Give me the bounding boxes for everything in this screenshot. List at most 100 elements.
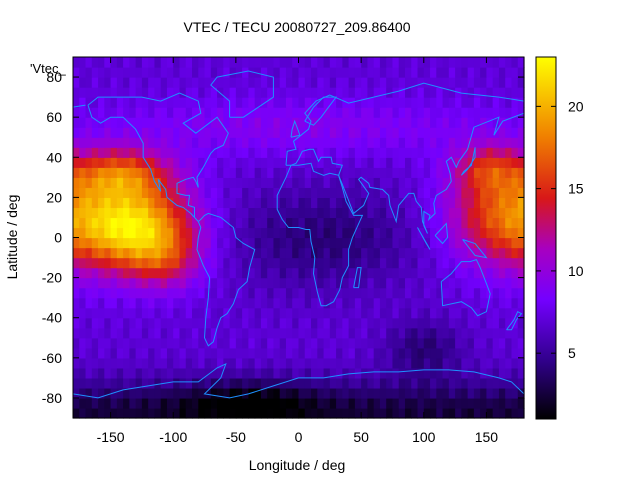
heatmap-cell [116, 227, 124, 239]
heatmap-cell [116, 107, 124, 118]
heatmap-cell [223, 147, 231, 158]
heatmap-cell [104, 187, 112, 198]
heatmap-cell [242, 207, 249, 219]
heatmap-cell [179, 407, 187, 419]
heatmap-cell [417, 327, 425, 339]
heatmap-cell [279, 387, 287, 399]
heatmap-cell [104, 277, 112, 289]
heatmap-cell [404, 267, 412, 279]
heatmap-cell [323, 237, 331, 249]
heatmap-cell [129, 77, 137, 88]
heatmap-cell [367, 267, 375, 279]
heatmap-cell [298, 277, 306, 289]
heatmap-cell [505, 347, 513, 359]
heatmap-cell [254, 217, 262, 229]
heatmap-cell [461, 57, 469, 68]
heatmap-cell [210, 347, 218, 359]
heatmap-cell [304, 127, 312, 138]
heatmap-cell [129, 357, 137, 369]
heatmap-cell [486, 327, 494, 339]
heatmap-cell [166, 277, 174, 289]
heatmap-cell [492, 167, 500, 178]
heatmap-cell [473, 397, 481, 409]
heatmap-cell [185, 137, 193, 148]
heatmap-cell [185, 407, 193, 419]
heatmap-cell [104, 287, 112, 299]
heatmap-cell [179, 367, 187, 379]
heatmap-cell [179, 397, 187, 409]
heatmap-cell [373, 407, 381, 419]
heatmap-cell [442, 67, 450, 78]
heatmap-cell [235, 177, 243, 188]
heatmap-cell [267, 237, 275, 249]
heatmap-cell [223, 207, 231, 219]
heatmap-cell [436, 227, 444, 239]
heatmap-cell [141, 377, 149, 389]
heatmap-cell [329, 87, 337, 98]
heatmap-cell [480, 197, 488, 209]
heatmap-cell [110, 107, 118, 118]
heatmap-cell [160, 387, 168, 399]
heatmap-cell [304, 367, 312, 379]
heatmap-cell [354, 317, 362, 329]
heatmap-cell [91, 327, 99, 339]
heatmap-cell [160, 147, 168, 158]
heatmap-cell [242, 177, 249, 188]
heatmap-cell [498, 377, 506, 389]
heatmap-cell [505, 137, 513, 148]
heatmap-cell [79, 297, 87, 309]
heatmap-cell [404, 247, 412, 259]
heatmap-cell [467, 307, 475, 319]
y-axis-label: Latitude / deg [4, 195, 20, 280]
heatmap-cell [248, 207, 256, 219]
heatmap-cell [267, 97, 275, 108]
heatmap-cell [505, 307, 513, 319]
heatmap-cell [154, 107, 162, 118]
heatmap-cell [242, 397, 249, 409]
heatmap-cell [217, 67, 224, 78]
heatmap-cell [173, 97, 181, 108]
heatmap-cell [517, 407, 525, 419]
heatmap-cell [285, 377, 293, 389]
heatmap-cell [492, 57, 500, 68]
heatmap-cell [254, 317, 262, 329]
heatmap-cell [442, 87, 450, 98]
heatmap-cell [448, 97, 456, 108]
heatmap-cell [173, 77, 181, 88]
heatmap-cell [116, 207, 124, 219]
heatmap-cell [461, 367, 469, 379]
heatmap-cell [317, 407, 325, 419]
heatmap-cell [480, 277, 488, 289]
heatmap-cell [373, 287, 381, 299]
heatmap-cell [104, 237, 112, 249]
heatmap-cell [141, 367, 149, 379]
heatmap-cell [448, 327, 456, 339]
heatmap-cell [423, 167, 431, 178]
heatmap-cell [492, 237, 500, 249]
heatmap-cell [511, 187, 519, 198]
heatmap-cell [154, 67, 162, 78]
heatmap-cell [361, 167, 368, 178]
heatmap-cell [292, 217, 300, 229]
heatmap-cell [461, 297, 469, 309]
heatmap-cell [204, 177, 212, 188]
x-tick-label: -150 [97, 429, 125, 445]
y-tick-label: -40 [42, 310, 62, 326]
heatmap-cell [373, 377, 381, 389]
heatmap-cell [373, 97, 381, 108]
heatmap-cell [311, 207, 318, 219]
heatmap-cell [279, 327, 287, 339]
heatmap-cell [104, 127, 112, 138]
heatmap-cell [386, 177, 394, 188]
heatmap-cell [436, 387, 444, 399]
heatmap-cell [323, 197, 331, 209]
heatmap-cell [317, 147, 325, 158]
heatmap-cell [498, 217, 506, 229]
heatmap-cell [311, 287, 318, 299]
heatmap-cell [79, 247, 87, 259]
heatmap-cell [179, 307, 187, 319]
heatmap-cell [361, 277, 368, 289]
heatmap-cell [267, 267, 275, 279]
heatmap-cell [354, 247, 362, 259]
heatmap-cell [423, 77, 431, 88]
